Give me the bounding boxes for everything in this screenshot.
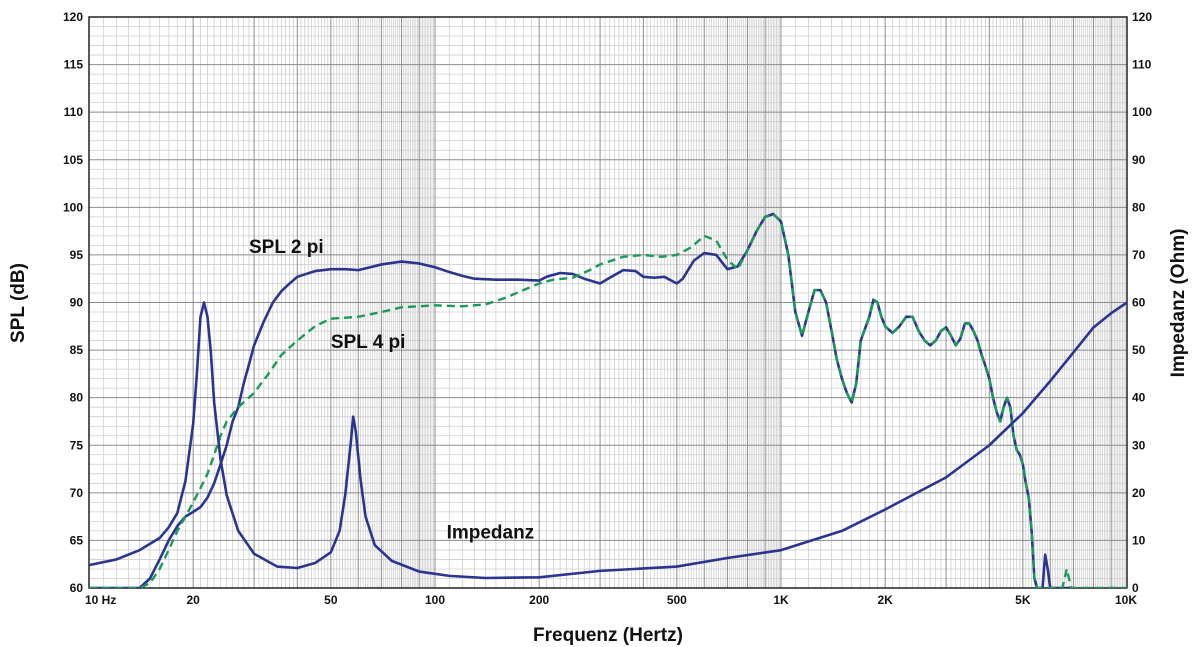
- series-line-spl-2-pi: [89, 212, 1075, 588]
- series-line-spl-4-pi: [89, 212, 1127, 588]
- x-tick-label: 5K: [1015, 593, 1031, 607]
- x-tick-label: 10K: [1115, 593, 1137, 607]
- y2-tick-label: 0: [1132, 581, 1139, 595]
- y-tick-label: 105: [63, 153, 83, 167]
- x-tick-label: 200: [529, 593, 549, 607]
- x-tick-label: 10 Hz: [85, 593, 116, 607]
- y2-tick-label: 60: [1132, 296, 1146, 310]
- series-label-spl-2-pi: SPL 2 pi: [249, 237, 324, 258]
- y2-tick-label: 120: [1132, 10, 1152, 24]
- y-tick-label: 65: [70, 533, 84, 547]
- y-tick-label: 85: [70, 343, 84, 357]
- y2-tick-label: 10: [1132, 533, 1146, 547]
- x-axis-title: Frequenz (Hertz): [533, 625, 683, 646]
- y-axis-tick-labels: 60 65 70 75 80 85 90 95 100 105 110 115 120: [63, 10, 83, 595]
- y-tick-label: 90: [70, 296, 84, 310]
- y-tick-label: 110: [64, 105, 84, 119]
- y2-tick-label: 110: [1132, 58, 1152, 72]
- x-tick-label: 2K: [877, 593, 893, 607]
- x-tick-label: 50: [324, 593, 338, 607]
- series-lines: [89, 212, 1127, 588]
- y2-tick-label: 100: [1132, 105, 1152, 119]
- y2-tick-label: 20: [1132, 486, 1146, 500]
- x-axis-tick-labels: 10 Hz 20 50 100 200 500 1K 2K 5K 10K: [85, 593, 1137, 607]
- x-tick-label: 20: [186, 593, 200, 607]
- y-tick-label: 95: [70, 248, 84, 262]
- y-tick-label: 80: [70, 391, 84, 405]
- y2-axis-title: Impedanz (Ohm): [1168, 229, 1189, 378]
- y2-tick-label: 30: [1132, 438, 1146, 452]
- series-label-impedanz: Impedanz: [447, 523, 535, 544]
- y-tick-label: 75: [70, 438, 84, 452]
- y-tick-label: 120: [63, 10, 83, 24]
- y-tick-label: 100: [63, 200, 83, 214]
- y-tick-label: 60: [70, 581, 84, 595]
- y2-tick-label: 80: [1132, 200, 1146, 214]
- x-tick-label: 500: [667, 593, 687, 607]
- series-label-spl-4-pi: SPL 4 pi: [331, 332, 406, 353]
- y2-tick-label: 70: [1132, 248, 1146, 262]
- y2-tick-label: 90: [1132, 153, 1146, 167]
- series-line-impedanz: [89, 301, 1127, 580]
- series-labels: SPL 2 pi SPL 4 pi Impedanz: [249, 237, 534, 543]
- major-gridlines: [89, 17, 1127, 588]
- y-axis-title: SPL (dB): [8, 263, 29, 343]
- x-tick-label: 100: [425, 593, 445, 607]
- y2-axis-tick-labels: 0 10 20 30 40 50 60 70 80 90 100 110 120: [1132, 10, 1152, 595]
- y-tick-label: 115: [64, 58, 84, 72]
- x-tick-label: 1K: [773, 593, 789, 607]
- y2-tick-label: 40: [1132, 391, 1146, 405]
- y2-tick-label: 50: [1132, 343, 1146, 357]
- y-tick-label: 70: [70, 486, 84, 500]
